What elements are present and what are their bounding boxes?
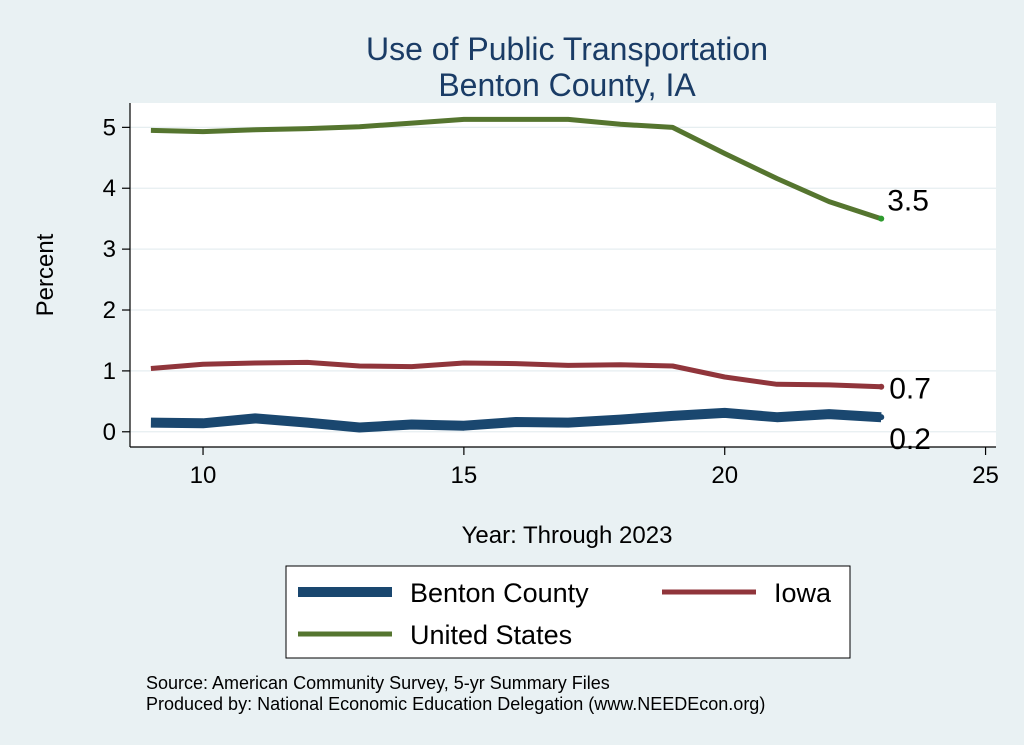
x-tick-label: 25 <box>972 462 999 489</box>
y-tick-label: 3 <box>103 236 116 263</box>
y-tick-label: 0 <box>103 419 116 446</box>
x-axis-title: Year: Through 2023 <box>462 522 673 549</box>
end-label-benton-county: 0.2 <box>889 423 931 456</box>
end-labels: 0.2 0.7 3.5 <box>878 185 931 456</box>
series-line-benton-county <box>150 407 882 433</box>
plot-area <box>130 103 996 447</box>
chart-title: Use of Public Transportation <box>366 31 768 67</box>
legend-box <box>285 565 851 659</box>
end-label-united-states: 3.5 <box>887 185 929 218</box>
chart-subtitle: Benton County, IA <box>438 67 696 103</box>
series-line-iowa <box>150 359 882 390</box>
end-point-benton-county <box>878 414 885 421</box>
end-point-united-states <box>878 215 885 222</box>
y-tick-label: 4 <box>103 175 116 202</box>
end-point-iowa <box>878 383 885 390</box>
legend-label-benton-county: Benton County <box>410 578 589 608</box>
legend-label-united-states: United States <box>410 620 572 650</box>
legend-label-iowa: Iowa <box>774 578 832 608</box>
x-tick-label: 15 <box>451 462 478 489</box>
y-tick-label: 1 <box>103 358 116 385</box>
end-label-iowa: 0.7 <box>889 373 931 406</box>
source-note: Source: American Community Survey, 5-yr … <box>146 673 610 693</box>
legend-items: Benton County Iowa United States <box>298 578 832 650</box>
axes: 0 1 2 3 4 5 10 15 20 25 <box>103 103 999 489</box>
series-line-united-states <box>150 116 882 222</box>
x-tick-label: 10 <box>190 462 217 489</box>
y-axis-title: Percent <box>32 233 59 316</box>
series-lines <box>150 116 882 433</box>
y-tick-label: 5 <box>103 114 116 141</box>
producer-note: Produced by: National Economic Education… <box>146 694 765 714</box>
legend: Benton County Iowa United States <box>285 565 851 659</box>
x-tick-label: 20 <box>711 462 738 489</box>
y-tick-label: 2 <box>103 297 116 324</box>
